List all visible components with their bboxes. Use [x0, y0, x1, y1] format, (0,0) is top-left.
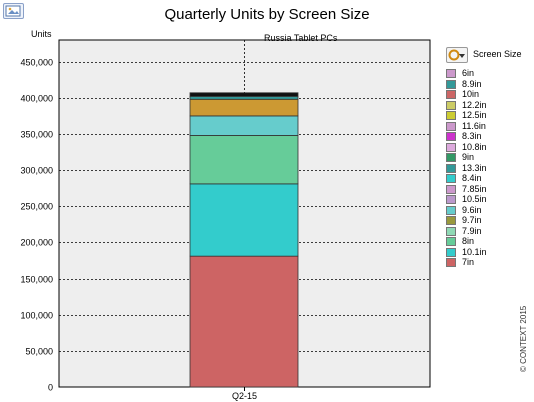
- legend-swatch: [446, 90, 456, 99]
- legend-item[interactable]: 9.7in: [446, 215, 526, 226]
- legend-swatch: [446, 100, 456, 110]
- legend-label: 7in: [462, 257, 475, 267]
- legend-item[interactable]: 10in: [446, 89, 526, 100]
- legend-label: 12.5in: [462, 110, 487, 120]
- bar-segment-7in: [189, 255, 299, 388]
- y-tick-label: 350,000: [20, 130, 53, 140]
- legend-item[interactable]: 8in: [446, 236, 526, 247]
- legend-label: 9.7in: [462, 215, 482, 225]
- legend-swatch: [446, 247, 456, 257]
- y-tick-label: 300,000: [20, 166, 53, 176]
- y-tick-label: 250,000: [20, 202, 53, 212]
- y-tick-label: 100,000: [20, 311, 53, 321]
- legend-label: 8.9in: [462, 78, 482, 89]
- bar-segment-8.9in: [189, 95, 299, 100]
- bar-segment-8in: [189, 135, 299, 185]
- legend-swatch: [446, 111, 456, 120]
- legend-label: 7.9in: [462, 225, 482, 236]
- legend-item[interactable]: 9.6in: [446, 204, 526, 216]
- legend-label: 10in: [462, 89, 480, 99]
- legend-label: 10.5in: [462, 194, 487, 204]
- copyright-text: © CONTEXT 2015: [519, 305, 528, 372]
- legend-label: 11.6in: [462, 120, 486, 131]
- legend-item[interactable]: 7.85in: [446, 183, 526, 195]
- legend-item[interactable]: 7in: [446, 257, 526, 268]
- legend-swatch: [446, 174, 456, 183]
- legend-swatch: [446, 163, 456, 173]
- legend-label: 9in: [462, 152, 475, 162]
- legend-item[interactable]: 12.5in: [446, 110, 526, 121]
- legend-item[interactable]: 10.5in: [446, 194, 526, 205]
- legend-item[interactable]: 10.8in: [446, 141, 526, 153]
- legend-item[interactable]: 10.1in: [446, 246, 526, 258]
- legend-label: 8.3in: [462, 131, 482, 141]
- legend-menu-icon: [448, 49, 465, 61]
- legend-menu-button[interactable]: [446, 47, 468, 63]
- y-tick-label: 450,000: [20, 58, 53, 68]
- legend-item[interactable]: 8.4in: [446, 173, 526, 184]
- legend-label: 10.8in: [462, 141, 487, 152]
- legend-label: 12.2in: [462, 99, 487, 110]
- legend-swatch: [446, 216, 456, 225]
- y-tick-label: 200,000: [20, 238, 53, 248]
- legend-swatch: [446, 69, 456, 78]
- legend-title: Screen Size: [473, 49, 522, 59]
- legend-swatch: [446, 226, 456, 236]
- export-button[interactable]: [3, 3, 24, 19]
- legend-label: 6in: [462, 68, 475, 78]
- legend-swatch: [446, 79, 456, 89]
- legend-swatch: [446, 205, 456, 215]
- legend-item[interactable]: 6in: [446, 68, 526, 79]
- legend-swatch: [446, 184, 456, 194]
- legend-item[interactable]: 7.9in: [446, 225, 526, 237]
- legend-item[interactable]: 9in: [446, 152, 526, 163]
- legend-label: 10.1in: [462, 246, 487, 257]
- legend-label: 8.4in: [462, 173, 482, 183]
- legend-item[interactable]: 11.6in: [446, 120, 526, 132]
- legend-swatch: [446, 142, 456, 152]
- legend-swatch: [446, 153, 456, 162]
- y-tick-label: 50,000: [25, 347, 53, 357]
- legend-swatch: [446, 258, 456, 267]
- y-axis-label: Units: [31, 29, 52, 39]
- y-tick-label: 400,000: [20, 94, 53, 104]
- legend-swatch: [446, 195, 456, 204]
- y-tick-label: 150,000: [20, 275, 53, 285]
- bar-segment-9.6in: [189, 115, 299, 136]
- legend-item[interactable]: 8.9in: [446, 78, 526, 90]
- bar-segment-10.1in: [189, 183, 299, 257]
- legend-swatch: [446, 132, 456, 141]
- y-tick-label: 0: [48, 383, 53, 393]
- legend-label: 7.85in: [462, 183, 487, 194]
- legend-label: 9.6in: [462, 204, 482, 215]
- legend-swatch: [446, 237, 456, 246]
- legend-item[interactable]: 13.3in: [446, 162, 526, 174]
- x-tick-label: Q2-15: [232, 391, 257, 401]
- legend-item[interactable]: 8.3in: [446, 131, 526, 142]
- legend-item[interactable]: 12.2in: [446, 99, 526, 111]
- legend-label: 8in: [462, 236, 475, 246]
- chart-title: Quarterly Units by Screen Size: [164, 6, 370, 23]
- chart-subtitle: Russia Tablet PCs: [264, 33, 338, 43]
- legend-label: 13.3in: [462, 162, 487, 173]
- legend-swatch: [446, 121, 456, 131]
- export-image-icon: [5, 5, 21, 17]
- bar-segment-10in: [189, 98, 299, 117]
- bar-segment-other: [189, 92, 299, 97]
